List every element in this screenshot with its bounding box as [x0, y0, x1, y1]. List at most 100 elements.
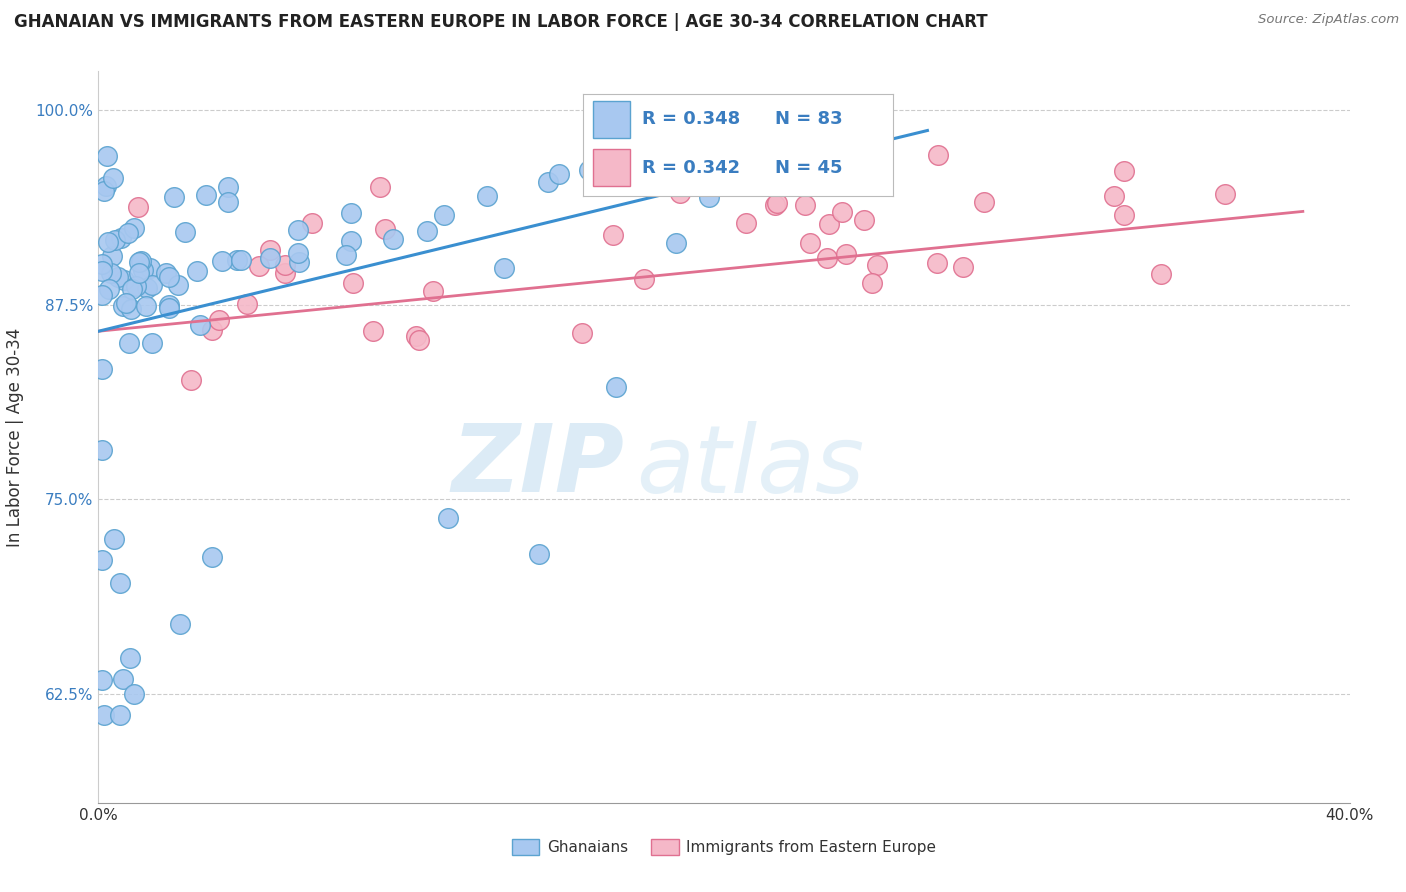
Point — [835, 247, 858, 261]
Point — [860, 276, 883, 290]
Point — [128, 266, 150, 280]
Point — [799, 235, 821, 250]
Point — [118, 650, 141, 665]
Point — [139, 260, 162, 275]
Point — [288, 254, 311, 268]
Text: Source: ZipAtlas.com: Source: ZipAtlas.com — [1258, 13, 1399, 27]
Point — [952, 260, 974, 274]
Point — [342, 276, 364, 290]
Point — [117, 227, 139, 241]
Point — [548, 167, 571, 181]
Point — [217, 194, 239, 209]
Point — [866, 258, 889, 272]
Bar — [593, 101, 630, 137]
Text: N = 45: N = 45 — [775, 159, 842, 177]
Point — [125, 278, 148, 293]
Point — [422, 285, 444, 299]
Point — [1213, 186, 1236, 201]
Point — [374, 221, 396, 235]
Point — [235, 297, 257, 311]
Point — [527, 547, 550, 561]
Text: ZIP: ZIP — [451, 420, 624, 512]
Point — [201, 550, 224, 565]
Point — [201, 322, 224, 336]
Point — [817, 218, 839, 232]
Point — [274, 267, 297, 281]
Point — [127, 200, 149, 214]
Point — [335, 248, 357, 262]
Point — [287, 246, 309, 260]
Point — [186, 264, 208, 278]
Point — [1112, 163, 1135, 178]
Point — [101, 249, 124, 263]
Point — [124, 221, 146, 235]
Point — [382, 232, 405, 246]
Point — [408, 333, 430, 347]
Point — [128, 255, 150, 269]
Point — [100, 266, 122, 280]
Point — [602, 227, 624, 242]
Point — [706, 175, 728, 189]
Point — [90, 361, 112, 376]
Point — [259, 244, 281, 258]
Point — [169, 617, 191, 632]
Point — [973, 195, 995, 210]
Point — [274, 258, 297, 272]
Point — [112, 299, 135, 313]
Point — [475, 189, 498, 203]
Point — [225, 252, 247, 267]
Text: N = 83: N = 83 — [775, 111, 842, 128]
Point — [141, 277, 163, 292]
Point — [157, 301, 180, 315]
Text: R = 0.342: R = 0.342 — [643, 159, 741, 177]
Point — [157, 297, 180, 311]
Point — [91, 287, 114, 301]
Point — [605, 380, 627, 394]
Point — [157, 269, 180, 284]
Point — [370, 180, 392, 194]
Point — [155, 266, 177, 280]
Point — [174, 226, 197, 240]
Y-axis label: In Labor Force | Age 30-34: In Labor Force | Age 30-34 — [7, 327, 24, 547]
Point — [1112, 209, 1135, 223]
Text: GHANAIAN VS IMMIGRANTS FROM EASTERN EUROPE IN LABOR FORCE | AGE 30-34 CORRELATIO: GHANAIAN VS IMMIGRANTS FROM EASTERN EURO… — [14, 13, 987, 31]
Point — [665, 236, 688, 251]
Point — [927, 148, 949, 162]
Point — [93, 184, 115, 198]
Text: atlas: atlas — [637, 421, 865, 512]
Point — [108, 576, 131, 591]
Point — [90, 442, 112, 457]
Point — [188, 318, 211, 332]
Point — [118, 336, 141, 351]
Point — [831, 205, 853, 219]
Point — [135, 299, 157, 313]
Point — [131, 254, 153, 268]
Point — [588, 165, 610, 179]
Point — [97, 282, 120, 296]
Point — [416, 224, 439, 238]
Point — [108, 708, 131, 723]
Point — [287, 223, 309, 237]
Point — [437, 511, 460, 525]
Point — [111, 672, 134, 686]
Point — [578, 163, 600, 178]
Point — [537, 175, 560, 189]
Point — [815, 251, 838, 265]
Point — [131, 262, 153, 277]
Point — [103, 170, 125, 185]
Point — [301, 216, 323, 230]
Point — [110, 231, 132, 245]
Point — [793, 198, 815, 212]
Point — [90, 257, 112, 271]
Point — [122, 687, 145, 701]
Point — [852, 213, 875, 227]
Point — [229, 252, 252, 267]
Point — [405, 328, 427, 343]
Point — [724, 103, 747, 118]
Point — [96, 179, 118, 194]
Point — [433, 208, 456, 222]
Point — [163, 190, 186, 204]
Point — [166, 278, 188, 293]
Point — [93, 708, 115, 723]
Legend: Ghanaians, Immigrants from Eastern Europe: Ghanaians, Immigrants from Eastern Europ… — [506, 833, 942, 861]
